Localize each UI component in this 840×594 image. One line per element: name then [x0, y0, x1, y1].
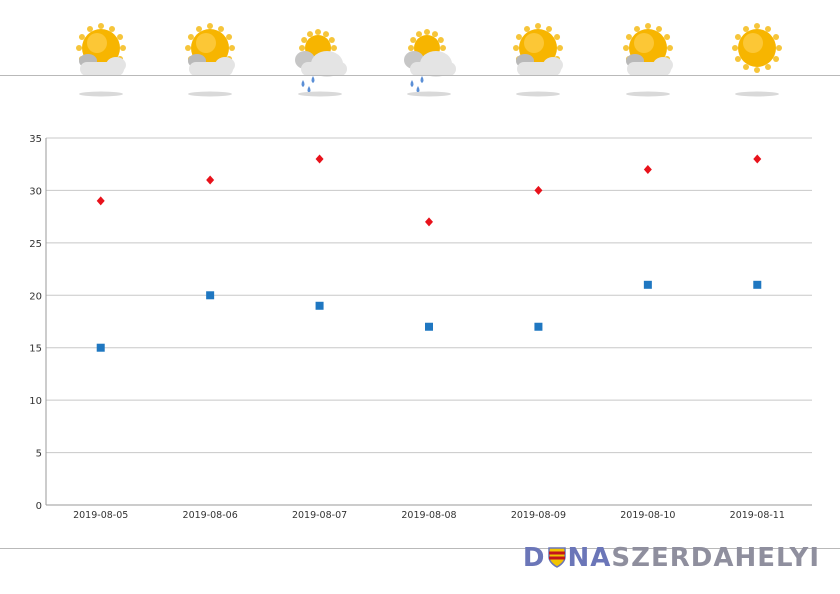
data-point-square	[96, 343, 105, 352]
sun-cloud-icon	[175, 18, 245, 98]
data-point-diamond	[643, 164, 652, 174]
coat-of-arms-icon	[547, 547, 566, 568]
data-point-square	[425, 322, 433, 331]
data-point-square	[315, 301, 324, 310]
site-logo: D NASZERDAHELYI	[523, 543, 820, 573]
data-point-diamond	[425, 217, 433, 227]
logo-text-end: SZERDAHELYI	[611, 543, 820, 573]
data-point-square	[753, 280, 762, 289]
data-point-diamond	[206, 175, 215, 185]
data-point-diamond	[315, 154, 324, 164]
y-tick-label: 25	[29, 239, 42, 250]
sun-cloud-icon	[66, 18, 136, 98]
sun-icon	[722, 18, 792, 98]
weather-icons-row	[0, 0, 840, 110]
y-tick-label: 30	[29, 186, 42, 197]
rain-cloud-icon	[394, 18, 464, 98]
data-point-diamond	[96, 196, 105, 206]
x-tick-label: 2019-08-10	[620, 510, 675, 521]
x-tick-label: 2019-08-06	[183, 510, 238, 521]
data-point-square	[534, 322, 543, 331]
temperature-chart: 0 5 10 15 20 25 30 35 2019-08-05 2019-08-06 2019-0…	[29, 134, 812, 521]
x-tick-label: 2019-08-08	[401, 510, 456, 521]
x-tick-label: 2019-08-07	[292, 510, 347, 521]
y-tick-label: 0	[36, 501, 42, 512]
y-tick-label: 5	[36, 449, 42, 460]
data-point-square	[206, 291, 215, 300]
rain-cloud-icon	[285, 18, 355, 98]
top-divider	[0, 75, 840, 76]
y-tick-label: 10	[29, 396, 42, 407]
logo-text-start: D	[522, 543, 546, 573]
data-point-diamond	[753, 154, 762, 164]
x-tick-label: 2019-08-09	[511, 510, 566, 521]
y-tick-label: 35	[29, 134, 42, 145]
x-tick-label: 2019-08-11	[730, 510, 785, 521]
bottom-divider	[0, 548, 840, 549]
x-tick-label: 2019-08-05	[73, 510, 128, 521]
data-point-diamond	[534, 185, 543, 195]
data-point-square	[643, 280, 652, 289]
logo-text-middle: NA	[567, 543, 612, 573]
y-tick-label: 15	[29, 344, 42, 355]
y-tick-label: 20	[29, 291, 42, 302]
sun-cloud-icon	[503, 18, 573, 98]
sun-cloud-icon	[613, 18, 683, 98]
